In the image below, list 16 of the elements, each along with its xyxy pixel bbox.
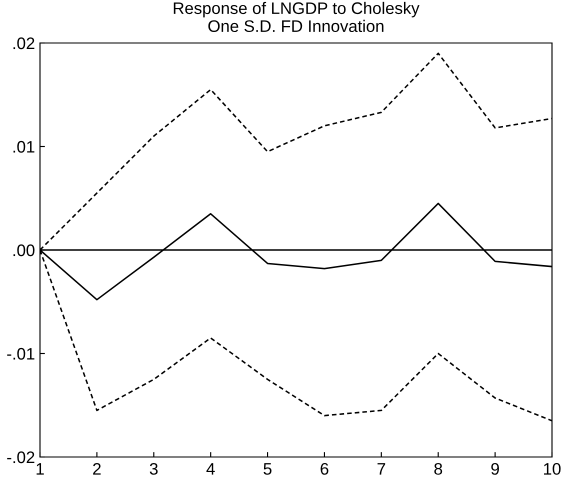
y-tick-label: .01 [13, 140, 34, 153]
y-tick-label: .00 [13, 244, 34, 256]
y-tick-label: -.01 [7, 348, 34, 360]
x-tick-label: 3 [150, 462, 158, 475]
y-tick-label: .02 [13, 37, 34, 50]
x-tick-label: 10 [544, 462, 561, 475]
x-tick-label: 9 [491, 462, 499, 475]
x-tick-label: 6 [320, 462, 328, 475]
x-tick-label: 8 [434, 462, 442, 475]
x-tick-label: 1 [36, 463, 44, 475]
x-tick-label: 4 [206, 463, 215, 475]
y-tick-label: -.02 [7, 451, 34, 464]
chart-title: Response of LNGDP to Cholesky One S.D. FD Innovation [174, 2, 420, 32]
x-tick-label: 2 [93, 462, 101, 475]
x-tick-label: 7 [378, 463, 386, 475]
x-tick-label: 5 [264, 463, 272, 475]
